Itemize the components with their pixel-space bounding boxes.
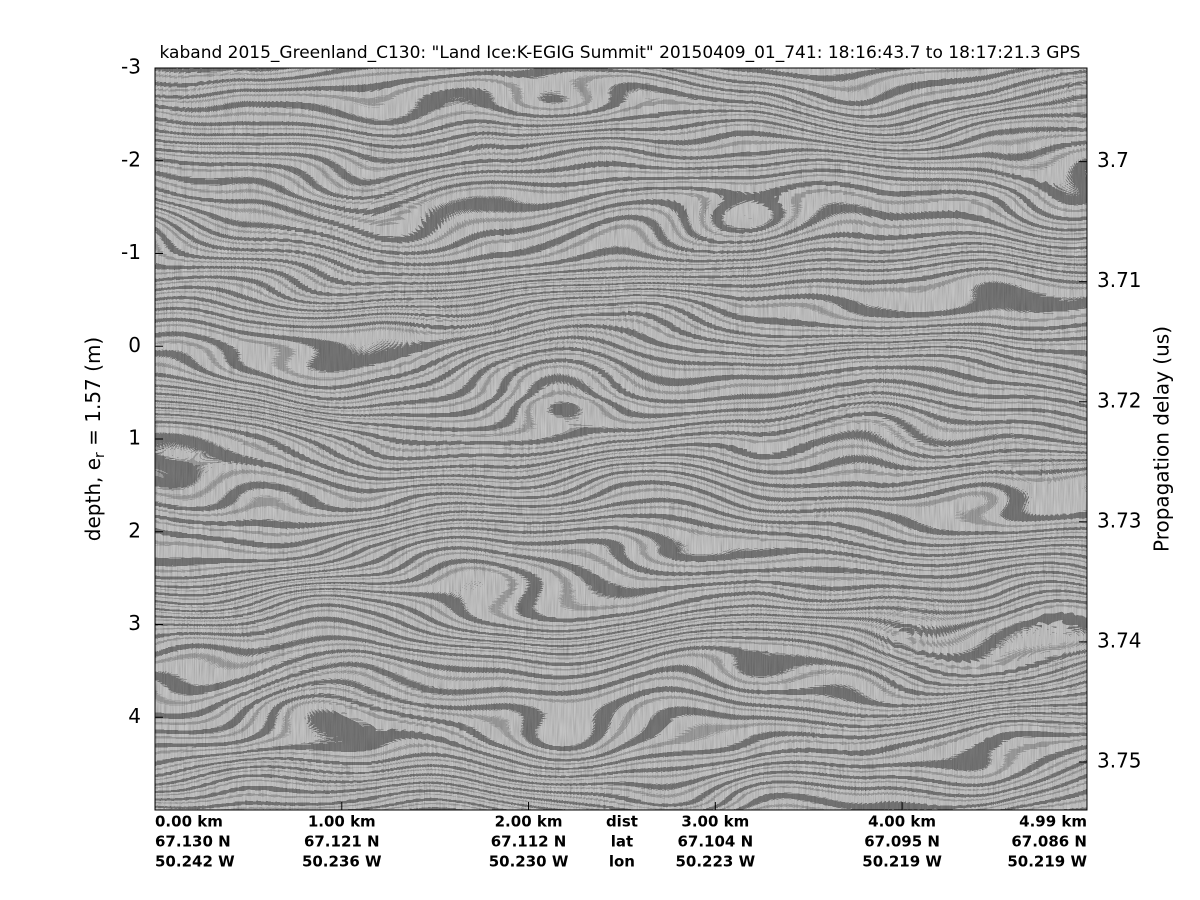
y-tick-label: -3 bbox=[121, 55, 141, 79]
lon-label: 50.236 W bbox=[302, 853, 382, 871]
y2-axis-label: Propagation delay (us) bbox=[1150, 326, 1174, 552]
lat-label: 67.130 N bbox=[155, 833, 231, 851]
y-tick-label: 2 bbox=[128, 518, 141, 542]
row-name: dist bbox=[606, 813, 638, 831]
y2-tick-label: 3.71 bbox=[1097, 268, 1142, 292]
x-tick-label: 1.00 km bbox=[308, 813, 376, 831]
y-tick-label: 1 bbox=[128, 426, 141, 450]
lat-label: 67.121 N bbox=[304, 833, 380, 851]
row-name: lon bbox=[609, 853, 635, 871]
y-label-part: depth, e bbox=[81, 458, 105, 541]
y-tick-label: 4 bbox=[128, 704, 141, 728]
y-axis-label: depth, er = 1.57 (m) bbox=[81, 337, 109, 541]
y-tick-label: 3 bbox=[128, 611, 141, 635]
x-tick-label: 0.00 km bbox=[155, 813, 223, 831]
lat-label: 67.112 N bbox=[491, 833, 567, 851]
lon-label: 50.242 W bbox=[155, 853, 235, 871]
row-name: lat bbox=[611, 833, 633, 851]
y-label-part: = 1.57 (m) bbox=[81, 337, 105, 452]
lat-label: 67.086 N bbox=[1011, 833, 1087, 851]
x-tick-label: 2.00 km bbox=[495, 813, 563, 831]
y-tick-label: 0 bbox=[128, 333, 141, 357]
lat-label: 67.104 N bbox=[677, 833, 753, 851]
lat-label: 67.095 N bbox=[864, 833, 940, 851]
y2-tick-label: 3.7 bbox=[1097, 148, 1129, 172]
lon-label: 50.230 W bbox=[489, 853, 569, 871]
y2-tick-label: 3.72 bbox=[1097, 388, 1142, 412]
chart-title: kaband 2015_Greenland_C130: "Land Ice:K-… bbox=[160, 43, 1081, 63]
lon-label: 50.219 W bbox=[1007, 853, 1087, 871]
x-tick-label: 4.99 km bbox=[1019, 813, 1087, 831]
y2-tick-label: 3.73 bbox=[1097, 508, 1142, 532]
x-tick-label: 4.00 km bbox=[868, 813, 936, 831]
y-tick-label: -1 bbox=[121, 240, 141, 264]
y-tick-label: -2 bbox=[121, 147, 141, 171]
lon-label: 50.219 W bbox=[862, 853, 942, 871]
y2-tick-label: 3.74 bbox=[1097, 628, 1142, 652]
radargram bbox=[155, 68, 1087, 810]
x-tick-label: 3.00 km bbox=[681, 813, 749, 831]
y-label-subscript: r bbox=[92, 452, 108, 458]
lon-label: 50.223 W bbox=[675, 853, 755, 871]
y2-tick-label: 3.75 bbox=[1097, 748, 1142, 772]
